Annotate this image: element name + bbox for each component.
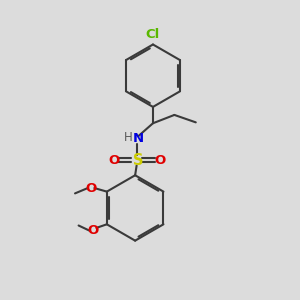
- Text: O: O: [108, 154, 119, 166]
- Text: Cl: Cl: [146, 28, 160, 41]
- Text: O: O: [154, 154, 165, 166]
- Text: S: S: [133, 153, 143, 168]
- Text: O: O: [86, 182, 97, 194]
- Text: H: H: [124, 131, 133, 144]
- Text: O: O: [88, 224, 99, 237]
- Text: N: N: [133, 132, 144, 145]
